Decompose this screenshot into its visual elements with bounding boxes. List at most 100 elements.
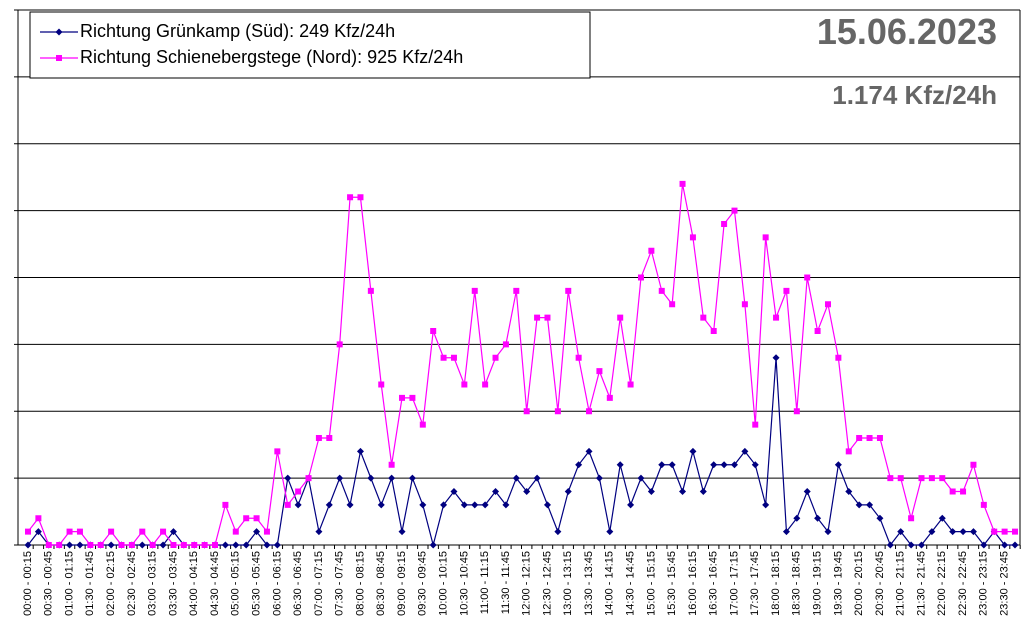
marker [523,488,531,495]
marker [481,501,489,509]
x-tick-label: 00:00 - 00:15 [22,551,34,616]
x-tick-label: 18:00 - 18:15 [770,551,782,616]
marker [243,515,250,522]
x-tick-label: 18:30 - 18:45 [791,551,803,616]
marker [305,475,312,482]
marker [824,528,832,536]
marker [648,247,655,254]
marker [658,287,665,294]
marker [543,501,551,509]
marker [554,408,561,415]
x-tick-label: 10:00 - 10:15 [437,551,449,616]
marker [87,542,94,548]
marker [450,488,458,495]
marker [856,435,863,441]
marker [731,207,738,214]
x-tick-label: 03:30 - 03:45 [167,551,179,616]
marker [35,515,42,522]
marker [263,528,270,535]
marker [741,447,749,455]
marker [534,314,541,321]
x-tick-label: 08:00 - 08:15 [354,551,366,616]
marker [835,354,842,361]
marker [886,541,894,549]
marker [627,381,634,388]
marker [169,528,177,536]
marker [710,461,718,469]
marker [793,408,800,415]
x-tick-label: 22:30 - 22:45 [957,551,969,616]
x-tick-label: 02:00 - 02:15 [105,551,117,616]
marker [834,461,842,469]
marker [326,435,333,441]
marker [554,528,562,536]
marker [399,394,406,401]
marker [180,542,187,548]
legend-marker [56,55,62,61]
x-tick-label: 11:30 - 11:45 [500,551,512,614]
marker [76,528,83,535]
marker [928,475,935,482]
marker [700,314,707,321]
marker [492,354,499,361]
marker [762,501,770,509]
marker [263,541,271,549]
marker [991,528,998,535]
marker [949,488,956,495]
marker [430,328,437,334]
x-tick-label: 08:30 - 08:45 [375,551,387,616]
marker [762,234,769,241]
marker [388,461,395,468]
marker [908,515,915,522]
x-tick-label: 20:00 - 20:15 [853,551,865,616]
marker [409,394,416,401]
x-tick-label: 17:00 - 17:15 [728,551,740,616]
marker [440,354,447,361]
x-tick-label: 14:30 - 14:45 [624,551,636,616]
x-tick-label: 02:30 - 02:45 [126,551,138,616]
marker [918,475,925,482]
marker [751,461,759,469]
legend-label: Richtung Grünkamp (Süd): 249 Kfz/24h [80,21,395,41]
marker [242,541,250,549]
marker [107,541,115,549]
marker [25,528,31,535]
marker [523,408,530,415]
marker [24,541,32,549]
x-tick-label: 10:30 - 10:45 [458,551,470,616]
x-tick-label: 16:00 - 16:15 [687,551,699,616]
marker [876,435,883,441]
marker [617,314,624,321]
chart-title: 15.06.2023 [817,11,997,52]
x-tick-label: 01:30 - 01:45 [84,551,96,616]
marker [118,542,125,548]
marker [149,542,156,548]
marker [471,501,479,509]
marker [689,447,697,455]
marker [502,341,509,348]
marker [513,287,520,294]
marker [917,541,925,549]
marker [782,528,790,536]
marker [460,501,468,509]
marker [970,461,977,468]
marker [295,488,302,495]
marker [928,528,936,536]
marker [720,461,728,469]
x-tick-label: 05:30 - 05:45 [250,551,262,616]
marker [429,541,437,549]
series-line [27,183,1015,546]
x-tick-label: 23:30 - 23:45 [999,551,1011,616]
marker [969,528,977,536]
marker [212,542,219,548]
marker [273,541,281,549]
marker [699,488,707,495]
marker [170,542,177,548]
legend: Richtung Grünkamp (Süd): 249 Kfz/24h Rich… [29,11,591,79]
marker [1001,528,1008,535]
x-tick-label: 15:30 - 15:45 [666,551,678,616]
marker [482,381,489,388]
marker [586,408,593,415]
x-tick-label: 19:00 - 19:15 [812,551,824,616]
